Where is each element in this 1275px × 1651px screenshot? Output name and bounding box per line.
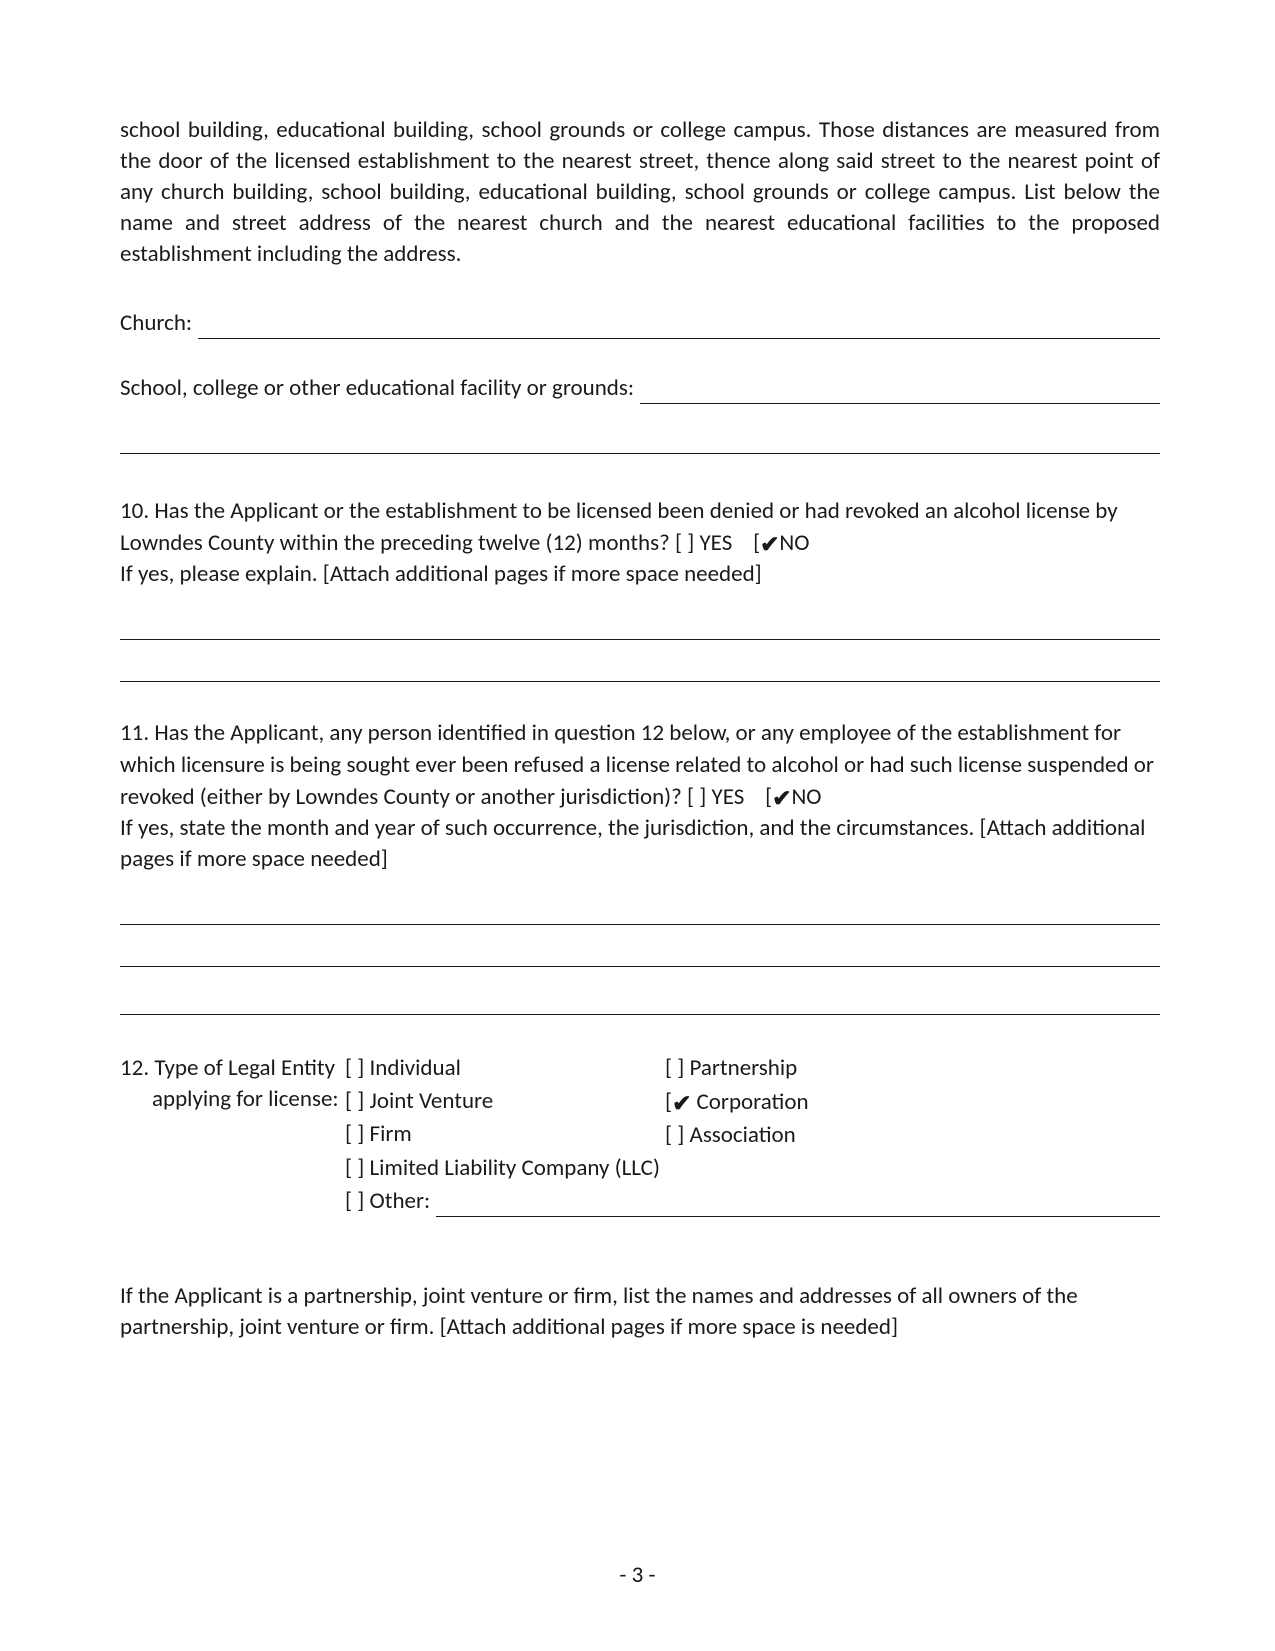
school-label: School, college or other educational fac…: [120, 373, 634, 404]
q11-no-label: NO: [791, 783, 821, 811]
church-label: Church:: [120, 308, 192, 339]
question-10: 10. Has the Applicant or the establishme…: [120, 496, 1160, 590]
question-12: 12. Type of Legal Entity applying for li…: [120, 1053, 1160, 1217]
q10-text-b: If yes, please explain. [Attach addition…: [120, 560, 762, 588]
q10-explain-line1[interactable]: [120, 638, 1160, 640]
intro-paragraph: school building, educational building, s…: [120, 115, 1160, 270]
q12-opt-other-row: [ ] Other:: [345, 1186, 1160, 1217]
q11-text-b: If yes, state the month and year of such…: [120, 814, 1145, 873]
q12-opt-individual[interactable]: [ ] Individual: [345, 1053, 665, 1084]
q12-label-line2: applying for license:: [120, 1084, 345, 1115]
question-11: 11. Has the Applicant, any person identi…: [120, 718, 1160, 874]
q12-other-blank[interactable]: [436, 1198, 1160, 1217]
footer-paragraph: If the Applicant is a partnership, joint…: [120, 1281, 1160, 1343]
q12-opt-corporation[interactable]: [✔ Corporation: [665, 1086, 1160, 1118]
q11-no-checkbox[interactable]: [✔NO: [765, 783, 821, 811]
document-page: school building, educational building, s…: [0, 0, 1275, 1651]
q12-opt-partnership[interactable]: [ ] Partnership: [665, 1053, 1160, 1084]
q12-opt-other[interactable]: [ ] Other:: [345, 1186, 430, 1217]
q10-explain-line2[interactable]: [120, 680, 1160, 682]
q12-label-line1: 12. Type of Legal Entity: [120, 1053, 345, 1084]
q10-text-a: 10. Has the Applicant or the establishme…: [120, 497, 1118, 557]
church-blank[interactable]: [198, 320, 1160, 339]
q10-no-checkbox[interactable]: [✔NO: [753, 529, 809, 557]
q12-opt-joint-venture[interactable]: [ ] Joint Venture: [345, 1086, 665, 1117]
q10-yes-checkbox[interactable]: [ ] YES: [675, 529, 732, 557]
q11-explain-line1[interactable]: [120, 923, 1160, 925]
q12-label: 12. Type of Legal Entity applying for li…: [120, 1053, 345, 1115]
q12-col1: [ ] Individual [ ] Joint Venture [ ] Fir…: [345, 1053, 665, 1153]
q11-text-a: 11. Has the Applicant, any person identi…: [120, 719, 1154, 810]
q12-options-wrapper: [ ] Individual [ ] Joint Venture [ ] Fir…: [345, 1053, 1160, 1217]
q12-options-row: [ ] Individual [ ] Joint Venture [ ] Fir…: [345, 1053, 1160, 1153]
q11-explain-line2[interactable]: [120, 965, 1160, 967]
q12-opt-firm[interactable]: [ ] Firm: [345, 1119, 665, 1150]
q12-corp-checkmark-icon: ✔: [672, 1088, 691, 1119]
school-field-row: School, college or other educational fac…: [120, 373, 1160, 404]
q11-no-checkmark-icon: ✔: [772, 783, 791, 814]
q12-corp-label: Corporation: [691, 1088, 808, 1116]
school-blank[interactable]: [640, 385, 1160, 404]
q12-col2: [ ] Partnership [✔ Corporation [ ] Assoc…: [665, 1053, 1160, 1153]
q11-explain-line3[interactable]: [120, 1013, 1160, 1015]
school-blank-line2[interactable]: [120, 452, 1160, 454]
q10-no-label: NO: [779, 529, 809, 557]
q12-opt-llc[interactable]: [ ] Limited Liability Company (LLC): [345, 1153, 1160, 1184]
page-number: - 3 -: [0, 1560, 1275, 1591]
q10-no-checkmark-icon: ✔: [760, 529, 779, 560]
q12-opt-association[interactable]: [ ] Association: [665, 1120, 1160, 1151]
q11-yes-checkbox[interactable]: [ ] YES: [687, 783, 744, 811]
church-field-row: Church:: [120, 308, 1160, 339]
